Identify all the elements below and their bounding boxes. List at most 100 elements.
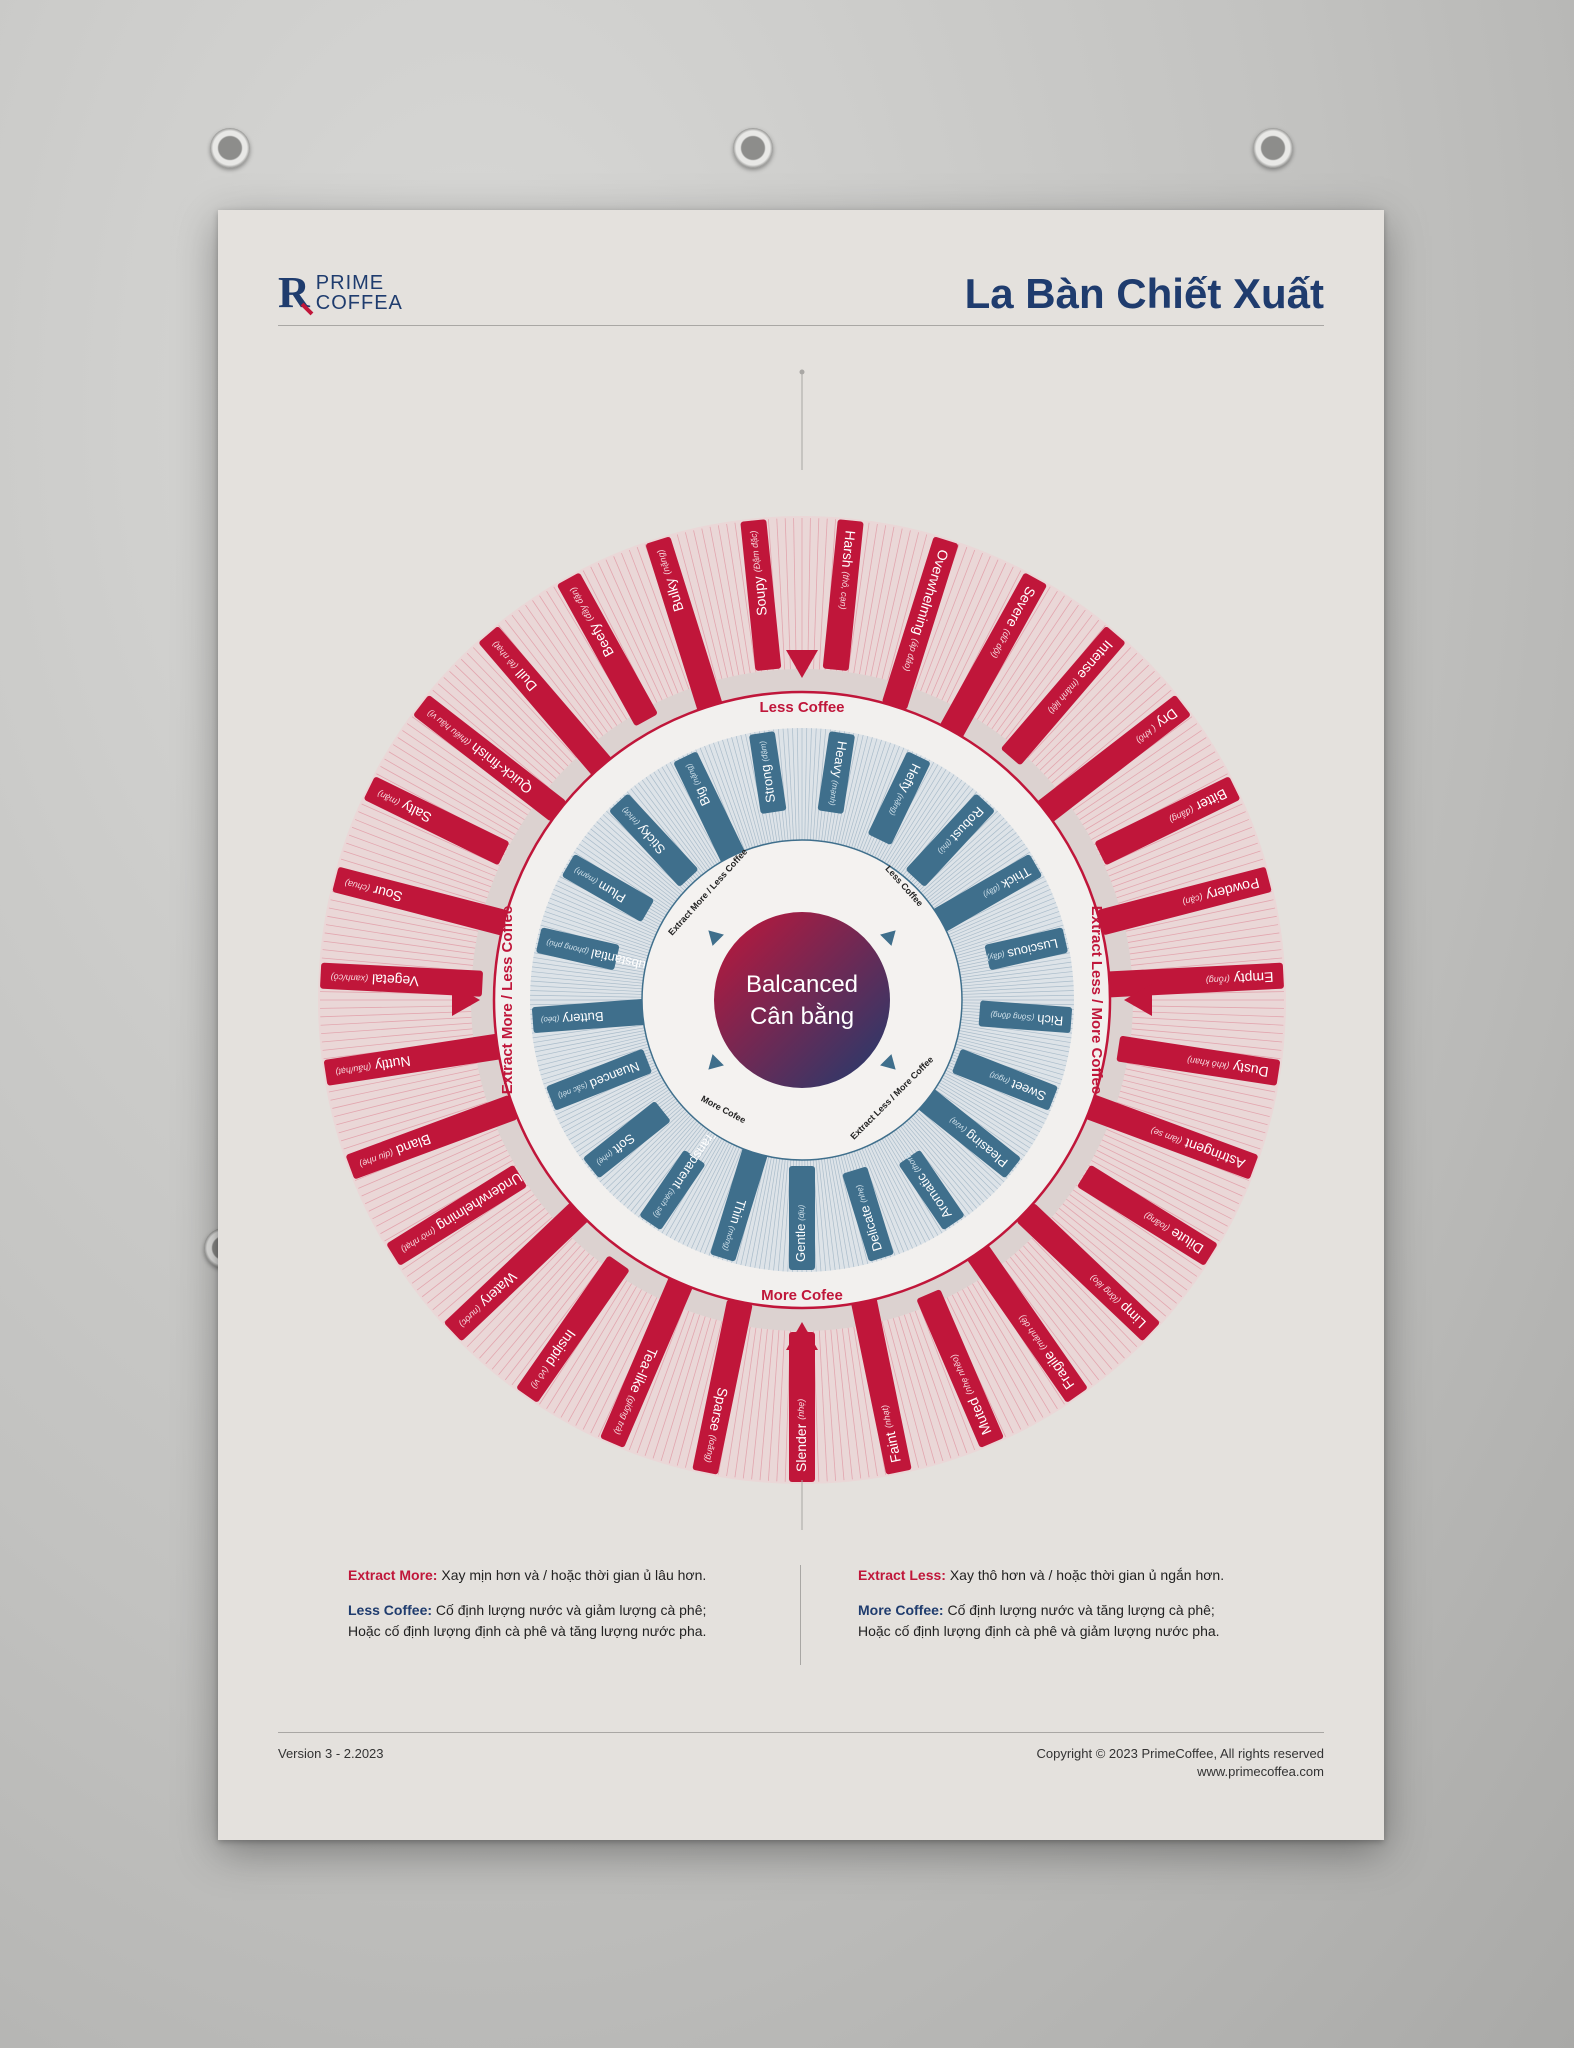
legend-more-coffee-label: More Coffee: — [858, 1602, 944, 1618]
outer-bar — [1078, 1165, 1217, 1265]
outer-flavor-bar: Powdery(cặn) — [1097, 867, 1272, 935]
inner-bar — [546, 1049, 652, 1110]
inner-bar — [562, 854, 654, 922]
outer-flavor-label: Harsh (thô, cạn) — [835, 530, 859, 611]
flavor-vi: (đậm) — [758, 740, 770, 762]
outer-bar — [692, 1299, 753, 1475]
inner-bar — [906, 794, 994, 886]
outer-bar — [320, 962, 483, 997]
outer-bar — [646, 536, 726, 721]
outer-bar — [517, 1256, 629, 1402]
inner-bar — [978, 1000, 1073, 1033]
inner-bar — [749, 731, 787, 814]
outer-direction-arrow — [786, 650, 818, 678]
outer-flavor-bar: Faint(nhạt) — [849, 1287, 912, 1475]
inner-bar — [789, 1166, 815, 1270]
flavor-vi: (xanh/cỏ) — [330, 972, 368, 984]
flavor-en: Big — [692, 785, 714, 808]
flavor-vi: (đầy) — [985, 950, 1005, 963]
outer-bar — [1017, 1204, 1160, 1341]
outer-bar — [1085, 962, 1284, 999]
legend-more-coffee-text-2: Hoặc cố định lượng định cà phê và giảm l… — [858, 1623, 1220, 1639]
outer-flavor-label: Empty(rỗng) — [1205, 969, 1273, 988]
outer-direction-arrow — [452, 984, 480, 1016]
poster: R PRIME COFFEA La Bàn Chiết Xuất Harsh(t… — [218, 210, 1384, 1840]
outer-bar — [324, 1030, 523, 1086]
inner-flavor-label: Gentle (dịu) — [793, 1204, 808, 1262]
extraction-compass: Harsh(thô, cạn) Overwhelming(áp đảo)Sever… — [318, 369, 1286, 1530]
inner-bar — [610, 794, 698, 886]
flavor-en: Harsh — [839, 530, 859, 569]
legend-extract-more-text: Xay mịn hơn và / hoặc thời gian ủ lâu hơ… — [437, 1567, 707, 1583]
inner-bar — [868, 752, 930, 845]
outer-flavor-bar: Bland(dịu nhẹ) — [346, 1095, 517, 1179]
inner-flavor-bar: Aromatic(thơm) — [899, 1150, 964, 1230]
mid-ring-border — [492, 690, 1112, 1310]
legend-divider — [800, 1565, 801, 1665]
outer-flavor-bar: Dusty(khô khan) — [1116, 1036, 1280, 1086]
outer-flavor-bar: Harsh (thô, cạn) — [822, 519, 864, 671]
footer-right: Copyright © 2023 PrimeCoffee, All rights… — [1036, 1745, 1324, 1781]
flavor-en: Soupy — [750, 576, 770, 617]
inner-bar — [710, 1144, 769, 1262]
outer-bar — [414, 695, 566, 821]
inner-flavor-label: Heavy(mạnh) — [825, 740, 850, 807]
inner-flavor-label: Rich(Sống động) — [989, 1008, 1063, 1028]
center-label-en: Balcanced — [746, 971, 858, 998]
flavor-en: Strong — [758, 764, 779, 804]
legend-right: Extract Less: Xay thô hơn và / hoặc thời… — [858, 1565, 1224, 1656]
inner-flavor-bar: Soft(nhẹ) — [584, 1102, 670, 1178]
legend-extract-more: Extract More: Xay mịn hơn và / hoặc thời… — [348, 1565, 706, 1586]
inner-flavor-label: Strong (đậm) — [754, 740, 778, 804]
logo-line-2: COFFEA — [315, 292, 403, 314]
axis-label-left: Extract More / Less Coffee — [499, 906, 516, 1094]
flavor-en: Sour — [371, 883, 404, 906]
flavor-vi: (mạnh) — [827, 780, 840, 807]
legend-extract-less: Extract Less: Xay thô hơn và / hoặc thời… — [858, 1565, 1224, 1586]
outer-bar — [740, 519, 782, 671]
outer-bar — [1075, 1091, 1258, 1179]
outer-flavor-bar: Sour(chua) — [332, 867, 519, 938]
legend-extract-more-label: Extract More: — [348, 1567, 438, 1583]
footer-divider — [278, 1732, 1324, 1733]
center-circle — [714, 912, 890, 1088]
version-text: Version 3 - 2.2023 — [278, 1746, 384, 1761]
axis-label-bottom: More Cofee — [761, 1287, 843, 1304]
flavor-en: Dusty — [1232, 1059, 1270, 1080]
wall-hole — [1253, 128, 1293, 168]
inner-bar — [984, 927, 1068, 970]
outer-flavor-label: Faint(nhạt) — [876, 1404, 903, 1465]
outer-bar — [917, 1289, 1004, 1448]
inner-flavor-bar: Big(nặng) — [674, 752, 746, 866]
website-text: www.primecoffea.com — [1197, 1764, 1324, 1779]
outer-flavor-label: Vegetal (xanh/cỏ) — [330, 969, 419, 989]
legend-less-coffee-label: Less Coffee: — [348, 1602, 433, 1618]
flavor-vi: (nhẹ) — [796, 1399, 806, 1420]
outer-bar — [332, 867, 519, 938]
outer-bar — [444, 1195, 596, 1341]
flavor-vi: (Đậm đặc) — [749, 530, 763, 573]
wall-hole — [210, 128, 250, 168]
outer-flavor-bar: Astringent(làm se) — [1075, 1091, 1258, 1179]
inner-disc-border — [641, 839, 963, 1161]
inner-bar — [842, 1167, 894, 1262]
outer-flavor-bar: Bulky(nặng) — [646, 536, 726, 721]
outer-bar — [1029, 695, 1190, 828]
flavor-en: Slender — [793, 1423, 809, 1472]
flavor-en: Heavy — [829, 740, 849, 779]
outer-bar — [387, 1165, 526, 1265]
inner-bar — [899, 1150, 964, 1230]
flavor-vi: (Sống động) — [990, 1010, 1035, 1022]
outer-bar — [1001, 627, 1125, 765]
legend-extract-less-text: Xay thô hơn và / hoặc thời gian ủ ngắn h… — [945, 1567, 1225, 1583]
legend-less-coffee-text-2: Hoặc cố định lượng định cà phê và tăng l… — [348, 1623, 707, 1639]
brand-logo: R PRIME COFFEA — [278, 270, 403, 316]
legend-more-coffee: More Coffee: Cố định lượng nước và tăng … — [858, 1600, 1224, 1642]
flavor-en: Gentle — [793, 1224, 808, 1262]
outer-bar — [600, 1256, 702, 1448]
outer-bar — [1097, 867, 1272, 935]
flavor-vi: (béo) — [540, 1014, 560, 1024]
outer-bar — [849, 1287, 912, 1475]
outer-band — [471, 669, 1133, 1331]
logo-mark: R — [278, 268, 310, 317]
